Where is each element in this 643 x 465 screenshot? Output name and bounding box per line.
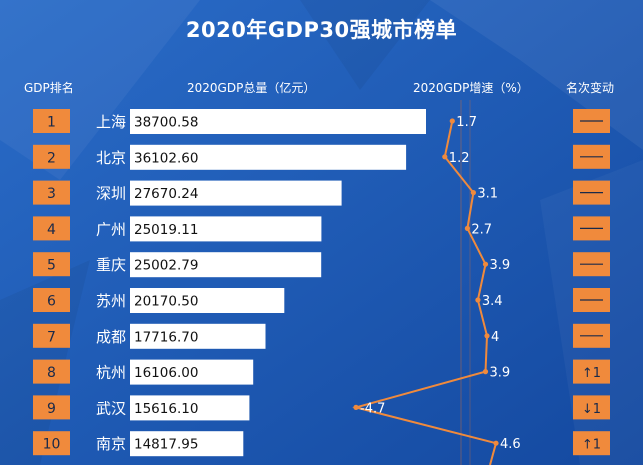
gdp-bar [130, 359, 254, 385]
city-label: 杭州 [96, 364, 126, 382]
growth-label: 3.9 [490, 366, 511, 381]
rank-number: 8 [47, 365, 56, 381]
rank-number: 1 [47, 115, 56, 131]
rank-box [33, 359, 70, 384]
gdp-bar [130, 252, 322, 278]
rank-number: 6 [47, 294, 56, 310]
gdp-value: 38700.58 [134, 115, 198, 131]
rank-box [33, 180, 70, 205]
header-change: 名次变动 [566, 81, 615, 95]
change-label: ↓1 [582, 402, 601, 417]
growth-label: 4.6 [500, 437, 521, 452]
rank-box [33, 395, 70, 420]
gdp-value: 15616.10 [134, 401, 198, 417]
growth-point [482, 369, 489, 375]
rank-number: 7 [47, 329, 56, 345]
growth-label: 4 [491, 330, 499, 345]
gdp-value: 27670.24 [134, 186, 198, 202]
gdp-bar [130, 395, 250, 421]
growth-label: 3.1 [477, 187, 498, 202]
growth-label: 3.4 [482, 294, 503, 309]
gdp-bar [130, 180, 342, 206]
growth-point [353, 404, 359, 410]
chart-title: 2020年GDP30强城市榜单 [185, 18, 458, 42]
growth-label: 1.7 [456, 115, 477, 130]
gdp-value: 36102.60 [134, 150, 198, 166]
growth-point [470, 190, 476, 196]
gdp-value: 16106.00 [134, 365, 198, 381]
change-box [573, 359, 610, 384]
city-label: 武汉 [96, 399, 126, 417]
growth-point [464, 225, 470, 231]
rank-box [33, 144, 70, 169]
header-rank: GDP排名 [24, 81, 74, 95]
rank-number: 2 [47, 150, 56, 166]
growth-point [482, 261, 489, 267]
gdp-value: 25019.11 [134, 222, 198, 238]
city-label: 南京 [96, 435, 126, 453]
rank-box [33, 431, 70, 456]
city-label: 北京 [96, 149, 126, 167]
change-label: ↑1 [582, 366, 601, 381]
growth-point [493, 440, 499, 446]
rank-box [33, 252, 70, 277]
gdp-bar [130, 323, 266, 349]
rank-number: 4 [47, 222, 56, 238]
rank-box [33, 288, 70, 312]
city-label: 成都 [96, 328, 126, 346]
rank-number: 9 [47, 401, 56, 417]
rank-number: 5 [47, 258, 56, 274]
growth-point [442, 154, 448, 160]
gdp-bar [130, 144, 407, 170]
rank-box [33, 323, 70, 348]
city-label: 重庆 [96, 256, 126, 274]
gdp-value: 25002.79 [134, 258, 198, 274]
growth-point [475, 297, 481, 303]
gdp-value: 17716.70 [134, 329, 198, 345]
growth-label: 2.7 [471, 222, 492, 237]
city-label: 深圳 [96, 185, 126, 203]
rank-number: 10 [43, 437, 61, 453]
gdp-bar [130, 109, 426, 134]
header-gdp: 2020GDP总量（亿元） [187, 81, 316, 95]
growth-label: -4.7 [360, 401, 385, 416]
growth-point [484, 333, 490, 339]
city-label: 上海 [96, 113, 126, 131]
gdp-value: 14817.95 [134, 437, 198, 453]
rank-number: 3 [47, 186, 56, 202]
growth-label: 1.2 [449, 151, 470, 166]
rank-box [33, 109, 70, 133]
change-label: ↑1 [582, 438, 601, 453]
change-box [573, 431, 610, 456]
change-box [573, 395, 610, 420]
header-growth: 2020GDP增速（%） [413, 81, 529, 95]
growth-point [449, 118, 455, 124]
gdp-bar [130, 431, 244, 457]
city-label: 广州 [96, 220, 126, 238]
city-label: 苏州 [96, 292, 126, 310]
growth-label: 3.9 [490, 258, 511, 273]
rank-box [33, 216, 70, 241]
gdp-bar [130, 216, 322, 242]
gdp-value: 20170.50 [134, 294, 198, 310]
gdp-bar [130, 288, 285, 313]
